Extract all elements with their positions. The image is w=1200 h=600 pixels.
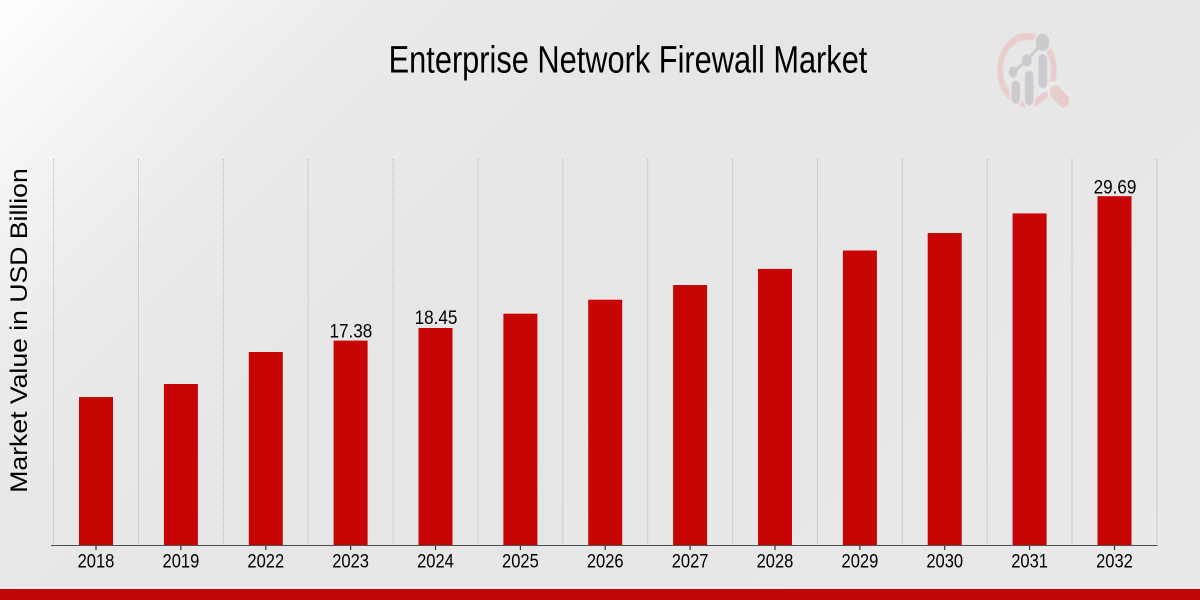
svg-text:2026: 2026 <box>587 550 624 571</box>
svg-text:17.38: 17.38 <box>330 320 373 341</box>
svg-text:2023: 2023 <box>332 550 369 571</box>
svg-text:2025: 2025 <box>502 550 539 571</box>
svg-text:2022: 2022 <box>247 550 284 571</box>
svg-text:2029: 2029 <box>842 550 879 571</box>
svg-text:2028: 2028 <box>757 550 794 571</box>
svg-text:Market Value in USD Billion: Market Value in USD Billion <box>6 168 32 492</box>
svg-text:Enterprise Network Firewall Ma: Enterprise Network Firewall Market <box>389 39 868 81</box>
svg-text:2031: 2031 <box>1011 550 1048 571</box>
svg-text:2018: 2018 <box>78 550 115 571</box>
svg-text:2024: 2024 <box>417 550 454 571</box>
svg-text:18.45: 18.45 <box>415 307 458 328</box>
svg-text:29.69: 29.69 <box>1094 177 1137 198</box>
svg-text:2030: 2030 <box>926 550 963 571</box>
svg-text:2032: 2032 <box>1096 550 1133 571</box>
svg-text:2019: 2019 <box>163 550 200 571</box>
svg-text:2027: 2027 <box>672 550 709 571</box>
